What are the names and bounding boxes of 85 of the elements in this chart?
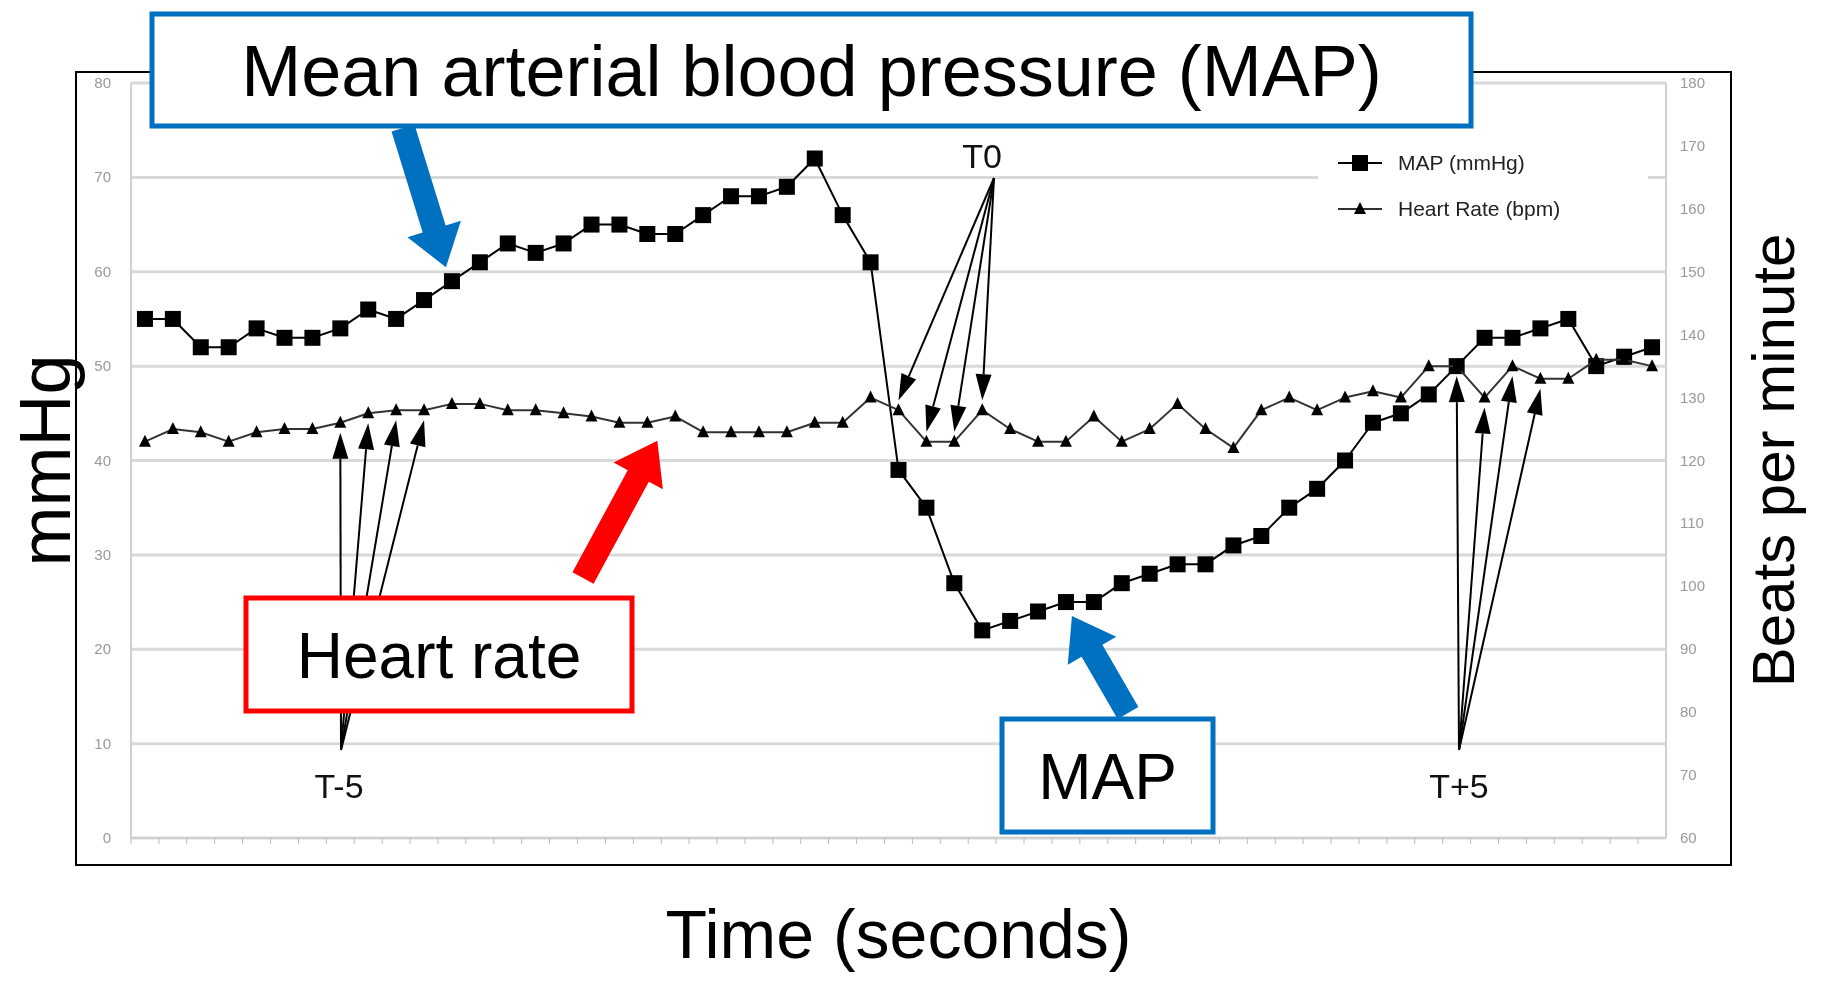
point xyxy=(471,254,488,271)
y2-tick-label: 130 xyxy=(1680,388,1706,406)
annotation: T+5 xyxy=(1429,767,1489,805)
point xyxy=(192,339,209,356)
point xyxy=(890,461,907,478)
point xyxy=(1337,452,1354,469)
y-tick-label: 20 xyxy=(94,640,111,658)
annotation: T0 xyxy=(962,137,1002,175)
annotation: Heart rate xyxy=(296,619,582,692)
point xyxy=(862,254,879,271)
point xyxy=(304,329,321,346)
y2-tick-label: 110 xyxy=(1680,514,1704,532)
y2-tick-label: 150 xyxy=(1680,262,1706,280)
point xyxy=(527,244,544,261)
point xyxy=(667,226,684,242)
x-axis-title: Time (seconds) xyxy=(665,896,1132,972)
point xyxy=(723,188,740,205)
point xyxy=(946,575,963,592)
point xyxy=(1141,565,1158,582)
point xyxy=(499,235,516,252)
point xyxy=(164,310,181,327)
point xyxy=(1002,612,1019,629)
point xyxy=(1420,386,1437,403)
point xyxy=(276,329,293,346)
point xyxy=(1476,329,1493,346)
point xyxy=(360,301,377,318)
point xyxy=(1225,537,1242,554)
point xyxy=(778,178,795,195)
point xyxy=(583,216,600,233)
point xyxy=(1364,414,1381,431)
point xyxy=(1644,339,1661,356)
y-tick-label: 0 xyxy=(102,829,111,846)
y2-axis-title: Beats per minute xyxy=(1740,233,1807,688)
annotation: Mean arterial blood pressure (MAP) xyxy=(241,30,1382,111)
y2-tick-label: 170 xyxy=(1680,136,1706,154)
point xyxy=(1504,329,1521,346)
point xyxy=(611,216,628,233)
y2-tick-label: 90 xyxy=(1680,640,1697,658)
point xyxy=(1281,499,1298,516)
legend-label: Heart Rate (bpm) xyxy=(1398,197,1561,220)
y2-tick-label: 120 xyxy=(1680,451,1706,469)
point xyxy=(1532,320,1549,337)
y-tick-label: 40 xyxy=(94,451,111,469)
point xyxy=(1085,594,1102,611)
point xyxy=(1197,556,1214,573)
y-tick-label: 30 xyxy=(94,545,111,563)
point xyxy=(1253,528,1270,544)
point xyxy=(806,150,823,167)
point xyxy=(220,339,237,356)
point xyxy=(416,292,433,309)
y2-tick-label: 160 xyxy=(1680,199,1706,217)
point xyxy=(918,499,935,516)
point xyxy=(1169,556,1186,573)
point xyxy=(1560,310,1577,327)
point xyxy=(695,207,712,224)
point xyxy=(834,207,851,224)
y-tick-label: 70 xyxy=(94,168,111,186)
point xyxy=(1030,603,1047,620)
point xyxy=(1309,480,1326,497)
point xyxy=(974,622,991,639)
legend-label: MAP (mmHg) xyxy=(1398,151,1525,174)
y-axis-title: mmHg xyxy=(5,354,85,567)
point xyxy=(332,320,349,337)
point xyxy=(639,226,656,242)
point xyxy=(1057,594,1074,611)
point xyxy=(388,310,405,327)
y2-tick-label: 60 xyxy=(1680,829,1697,846)
y2-tick-label: 180 xyxy=(1680,74,1706,91)
point xyxy=(555,235,572,252)
y2-tick-label: 100 xyxy=(1680,577,1706,595)
annotation: MAP xyxy=(1038,740,1177,813)
y2-tick-label: 80 xyxy=(1680,703,1697,721)
annotation: T-5 xyxy=(314,767,364,805)
y-tick-label: 80 xyxy=(94,74,111,91)
point xyxy=(750,188,767,205)
y2-tick-label: 140 xyxy=(1680,325,1706,343)
point xyxy=(248,320,265,337)
y2-tick-label: 70 xyxy=(1680,766,1697,784)
y-tick-label: 50 xyxy=(94,357,111,375)
point xyxy=(1392,405,1409,422)
point xyxy=(136,310,153,327)
y-tick-label: 60 xyxy=(94,262,111,280)
y-tick-label: 10 xyxy=(94,734,111,752)
point xyxy=(443,273,460,290)
point xyxy=(1113,575,1130,592)
